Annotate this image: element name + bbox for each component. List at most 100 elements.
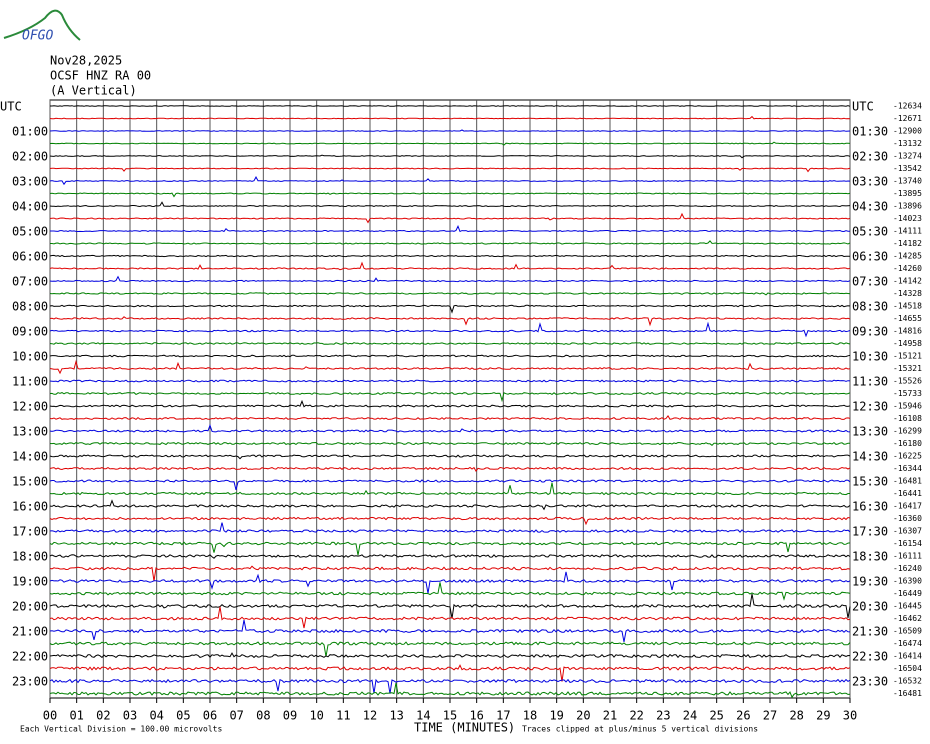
trace-offset: -12634	[893, 102, 922, 111]
left-time-label: 23:00	[12, 675, 48, 689]
trace-offset: -16417	[893, 502, 922, 511]
trace-offset: -13542	[893, 164, 922, 173]
right-time-label: 02:30	[852, 150, 888, 164]
trace-offset: -16240	[893, 564, 922, 573]
trace	[49, 141, 851, 146]
trace-offset: -16414	[893, 652, 922, 661]
trace	[49, 522, 851, 533]
left-time-label: 07:00	[12, 275, 48, 289]
trace-offset: -16441	[893, 489, 922, 498]
right-time-label: 01:30	[852, 125, 888, 139]
trace-offset: -16481	[893, 689, 922, 698]
trace	[49, 454, 851, 460]
x-tick-label: 30	[843, 709, 857, 723]
logo: OFGO	[3, 9, 81, 44]
trace-offset: -16390	[893, 577, 922, 586]
trace-offset: -14260	[893, 264, 922, 273]
left-time-label: 17:00	[12, 525, 48, 539]
right-time-label: 12:30	[852, 400, 888, 414]
trace-offset: -13895	[893, 189, 922, 198]
trace	[49, 606, 851, 629]
right-time-label: 21:30	[852, 625, 888, 639]
x-tick-label: 13	[389, 709, 403, 723]
right-time-label: 14:30	[852, 450, 888, 464]
trace-offset: -16299	[893, 427, 922, 436]
trace	[49, 154, 851, 159]
left-time-label: 05:00	[12, 225, 48, 239]
trace	[49, 541, 851, 556]
header-component: (A Vertical)	[50, 84, 137, 98]
trace-offset: -14023	[893, 214, 922, 223]
x-tick-label: 04	[149, 709, 163, 723]
axis-title: TIME (MINUTES)	[414, 721, 515, 735]
trace-offset: -16360	[893, 514, 922, 523]
trace	[49, 212, 851, 224]
left-time-label: 11:00	[12, 375, 48, 389]
trace-offset: -16154	[893, 539, 922, 548]
x-tick-label: 12	[363, 709, 377, 723]
x-tick-label: 21	[603, 709, 617, 723]
left-time-label: 19:00	[12, 575, 48, 589]
x-tick-label: 28	[789, 709, 803, 723]
right-time-label: 04:30	[852, 200, 888, 214]
left-time-label: 04:00	[12, 200, 48, 214]
right-time-label: 06:30	[852, 250, 888, 264]
x-tick-label: 22	[629, 709, 643, 723]
x-tick-label: 16	[469, 709, 483, 723]
trace-offset: -16504	[893, 664, 922, 673]
left-time-label: 15:00	[12, 475, 48, 489]
left-time-label: 10:00	[12, 350, 48, 364]
header-station: OCSF HNZ RA 00	[50, 69, 151, 83]
left-time-label: 21:00	[12, 625, 48, 639]
footer-scale: Each Vertical Division = 100.00 microvol…	[20, 725, 222, 734]
right-time-label: 05:30	[852, 225, 888, 239]
trace-offset: -12671	[893, 114, 922, 123]
left-time-label: 08:00	[12, 300, 48, 314]
trace-offset: -16108	[893, 414, 922, 423]
left-time-label: 12:00	[12, 400, 48, 414]
trace	[49, 479, 851, 491]
x-tick-label: 19	[549, 709, 563, 723]
trace-offset: -14655	[893, 314, 922, 323]
left-time-label: 16:00	[12, 500, 48, 514]
trace	[49, 379, 851, 383]
trace	[49, 423, 851, 433]
trace-offset: -14518	[893, 302, 922, 311]
left-time-label: 09:00	[12, 325, 48, 339]
trace	[50, 240, 851, 245]
footer-clip: Traces clipped at plus/minus 5 vertical …	[522, 725, 758, 734]
trace	[49, 129, 851, 132]
trace-offset: -14958	[893, 339, 922, 348]
x-tick-label: 07	[229, 709, 243, 723]
left-time-label: 18:00	[12, 550, 48, 564]
right-time-label: 17:30	[852, 525, 888, 539]
x-tick-label: 20	[576, 709, 590, 723]
trace-offset: -14182	[893, 239, 922, 248]
right-time-label: 19:30	[852, 575, 888, 589]
trace	[49, 554, 851, 559]
trace	[49, 499, 851, 511]
trace-offset: -16180	[893, 439, 922, 448]
x-tick-label: 11	[336, 709, 350, 723]
trace	[49, 652, 851, 659]
trace-offset: -14816	[893, 327, 922, 336]
trace-offset: -13274	[893, 152, 922, 161]
x-tick-label: 00	[43, 709, 57, 723]
trace-offset: -13132	[893, 139, 922, 148]
trace-offset: -15946	[893, 402, 922, 411]
left-time-label: 22:00	[12, 650, 48, 664]
x-tick-label: 23	[656, 709, 670, 723]
trace-offset: -15121	[893, 352, 922, 361]
right-time-label: 07:30	[852, 275, 888, 289]
trace	[49, 571, 851, 594]
trace-offset: -16307	[893, 527, 922, 536]
right-time-label: 23:30	[852, 675, 888, 689]
x-tick-label: 17	[496, 709, 510, 723]
trace	[49, 359, 851, 375]
trace-offset: -16462	[893, 614, 922, 623]
trace	[49, 664, 851, 682]
trace-offset: -14111	[893, 227, 922, 236]
trace	[49, 482, 850, 496]
x-tick-label: 02	[96, 709, 110, 723]
